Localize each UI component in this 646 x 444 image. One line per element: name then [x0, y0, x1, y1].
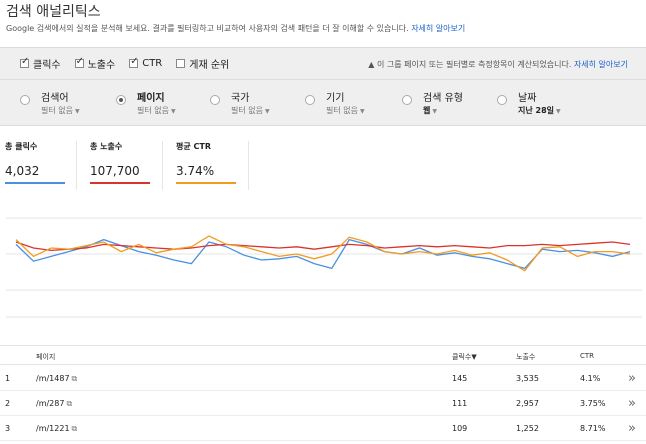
checkbox[interactable]	[74, 56, 84, 68]
caret-down-icon: ▼	[359, 108, 365, 115]
external-link-icon[interactable]: ⧉	[66, 399, 73, 408]
stat-total-clicks[interactable]: 총 클릭수 4,032	[5, 141, 65, 184]
page-subtitle: Google 검색에서의 실적을 분석해 보세요. 결과를 필터링하고 비교하여…	[6, 23, 465, 34]
col-header-clicks[interactable]: 클릭수▼	[452, 353, 477, 361]
table-row[interactable]: 3 /m/1221 ⧉ 109 1,252 8.71% »	[0, 416, 646, 441]
metric-check-impressions[interactable]: 노출수	[74, 56, 115, 71]
double-chevron-right-icon[interactable]: »	[628, 371, 636, 386]
performance-chart	[6, 217, 642, 318]
stat-average-ctr[interactable]: 평균 CTR 3.74%	[176, 141, 236, 184]
stat-separator	[162, 141, 163, 190]
caret-down-icon: ▼	[556, 108, 561, 115]
stat-color-bar	[5, 182, 65, 184]
radio[interactable]	[20, 95, 30, 105]
checkbox[interactable]	[20, 56, 29, 68]
caret-down-icon: ▼	[74, 108, 80, 115]
stat-color-bar	[176, 182, 236, 184]
stat-separator	[76, 141, 77, 190]
metric-check-ctr[interactable]: CTR	[129, 56, 162, 71]
subtitle-text: Google 검색에서의 실적을 분석해 보세요. 결과를 필터링하고 비교하여…	[6, 24, 409, 33]
warning-icon: ▲	[368, 60, 375, 69]
caret-down-icon: ▼	[170, 108, 176, 115]
metric-check-position[interactable]: 게재 순위	[176, 56, 229, 71]
stat-separator	[248, 141, 249, 190]
page-link[interactable]: /m/1487	[36, 374, 70, 383]
filter-bar: 클릭수 노출수 CTR 게재 순위 ▲ 이 그룹 페이지 또는 필터별로 측정항…	[0, 47, 646, 126]
caret-down-icon: ▼	[264, 108, 270, 115]
notice: ▲ 이 그룹 페이지 또는 필터별로 측정항목이 계산되었습니다. 자세히 알아…	[368, 59, 628, 70]
table-row[interactable]: 1 /m/1487 ⧉ 145 3,535 4.1% »	[0, 366, 646, 391]
radio[interactable]	[305, 95, 315, 105]
notice-learn-more-link[interactable]: 자세히 알아보기	[573, 60, 628, 69]
page-link[interactable]: /m/287	[36, 399, 65, 408]
page-link[interactable]: /m/1221	[36, 424, 70, 433]
col-header-ctr[interactable]: CTR	[580, 352, 595, 360]
radio[interactable]	[116, 95, 126, 105]
stat-color-bar	[90, 182, 150, 184]
external-link-icon[interactable]: ⧉	[71, 424, 78, 433]
divider	[0, 79, 646, 80]
metric-check-clicks[interactable]: 클릭수	[20, 56, 61, 71]
radio[interactable]	[497, 95, 507, 105]
metric-checkboxes: 클릭수 노출수 CTR 게재 순위	[20, 56, 243, 71]
checkbox[interactable]	[129, 56, 139, 68]
radio[interactable]	[402, 95, 412, 105]
series-line-1	[15, 241, 631, 252]
series-line-0	[15, 238, 631, 270]
double-chevron-right-icon[interactable]: »	[628, 396, 636, 411]
learn-more-link[interactable]: 자세히 알아보기	[411, 24, 466, 33]
checkbox[interactable]	[176, 59, 186, 68]
page-title: 검색 애널리틱스	[6, 4, 101, 20]
stat-total-impressions[interactable]: 총 노출수 107,700	[90, 141, 150, 184]
table-header: 페이지 클릭수▼ 노출수 CTR	[0, 345, 646, 365]
external-link-icon[interactable]: ⧉	[71, 374, 78, 383]
radio[interactable]	[210, 95, 220, 105]
series-layer	[15, 235, 631, 272]
table-row[interactable]: 2 /m/287 ⧉ 111 2,957 3.75% »	[0, 391, 646, 416]
series-line-2	[15, 235, 631, 272]
caret-down-icon: ▼	[432, 108, 437, 115]
col-header-page[interactable]: 페이지	[36, 353, 56, 361]
double-chevron-right-icon[interactable]: »	[628, 421, 636, 436]
col-header-impressions[interactable]: 노출수	[516, 353, 536, 361]
notice-text: 이 그룹 페이지 또는 필터별로 측정항목이 계산되었습니다.	[376, 60, 572, 69]
